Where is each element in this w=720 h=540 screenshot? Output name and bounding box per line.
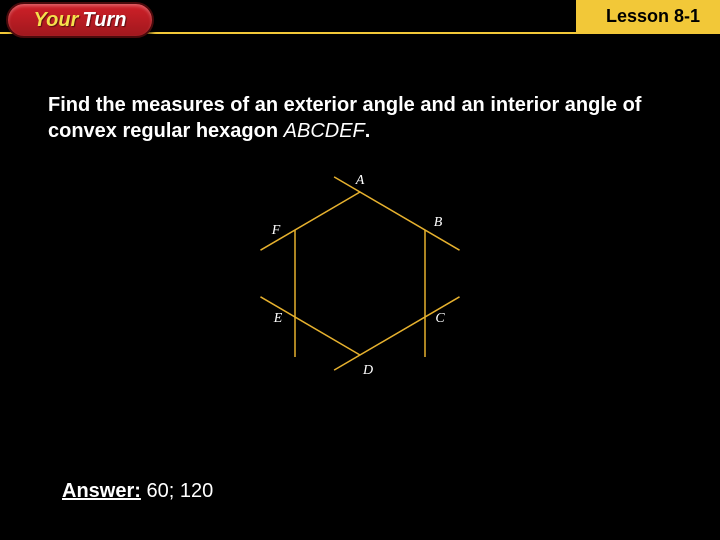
- lesson-label-bar: Lesson 8-1: [576, 0, 720, 32]
- hexagon-svg: A B C D E F: [218, 170, 502, 406]
- answer-line: Answer: 60; 120: [62, 480, 213, 503]
- hexagon-diagram: A B C D E F: [218, 170, 502, 406]
- vertex-label-a: A: [355, 173, 365, 188]
- vertex-label-d: D: [362, 363, 373, 378]
- hexagon-edge: [260, 192, 360, 250]
- hexagon-name: ABCDEF: [284, 120, 365, 142]
- badge-word-1: Your: [34, 9, 79, 32]
- your-turn-badge: Your Turn: [6, 2, 154, 38]
- vertex-label-e: E: [273, 311, 283, 326]
- lesson-label: Lesson 8-1: [606, 6, 700, 27]
- badge-word-2: Turn: [82, 9, 126, 32]
- question-text: Find the measures of an exterior angle a…: [48, 92, 668, 144]
- answer-label: Answer:: [62, 480, 141, 502]
- hexagon-edge: [334, 297, 459, 370]
- vertex-label-b: B: [434, 215, 443, 230]
- hexagon-edge: [334, 177, 459, 250]
- vertex-label-f: F: [271, 223, 281, 238]
- vertex-label-c: C: [435, 311, 445, 326]
- question-post: .: [365, 120, 371, 142]
- answer-values: 60; 120: [141, 480, 213, 502]
- slide-header: Lesson 8-1 Your Turn: [0, 0, 720, 44]
